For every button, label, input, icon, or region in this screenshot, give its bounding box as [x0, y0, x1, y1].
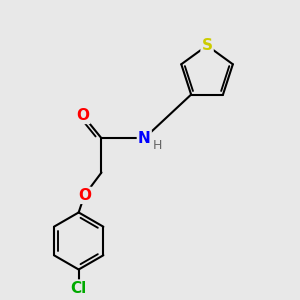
- Text: H: H: [152, 139, 162, 152]
- Text: N: N: [138, 131, 151, 146]
- Text: O: O: [78, 188, 91, 203]
- Text: S: S: [202, 38, 213, 53]
- Text: O: O: [76, 108, 89, 123]
- Text: Cl: Cl: [70, 280, 87, 296]
